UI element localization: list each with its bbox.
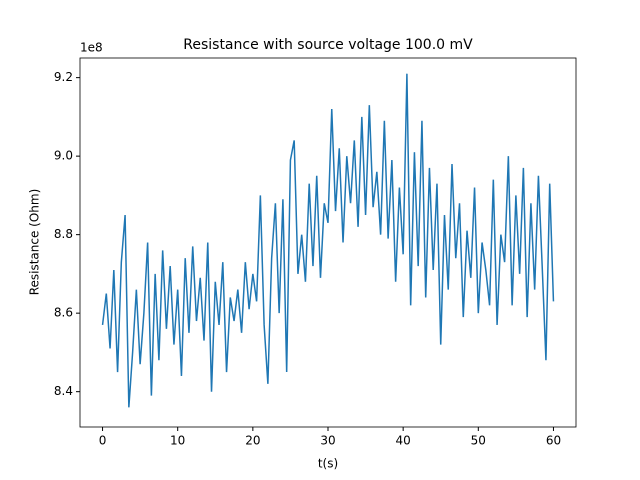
x-tick-label: 0 (99, 434, 107, 448)
plot-frame (79, 57, 577, 428)
y-tick-label: 8.6 (54, 306, 73, 320)
y-tick-label: 8.8 (54, 227, 73, 241)
x-axis-label: t(s) (318, 457, 338, 471)
y-axis-label: Resistance (Ohm) (28, 189, 42, 296)
x-tick-label: 30 (320, 434, 335, 448)
x-tick-label: 10 (170, 434, 185, 448)
chart-title: Resistance with source voltage 100.0 mV (183, 37, 473, 53)
y-offset-label: 1e8 (80, 41, 103, 55)
x-tick-label: 60 (546, 434, 561, 448)
x-tick-label: 40 (396, 434, 411, 448)
y-tick-label: 8.4 (54, 384, 73, 398)
x-tick-label: 20 (245, 434, 260, 448)
data-line (101, 73, 555, 408)
y-tick-label: 9.0 (54, 149, 73, 163)
y-tick-label: 9.2 (54, 70, 73, 84)
x-tick-label: 50 (471, 434, 486, 448)
